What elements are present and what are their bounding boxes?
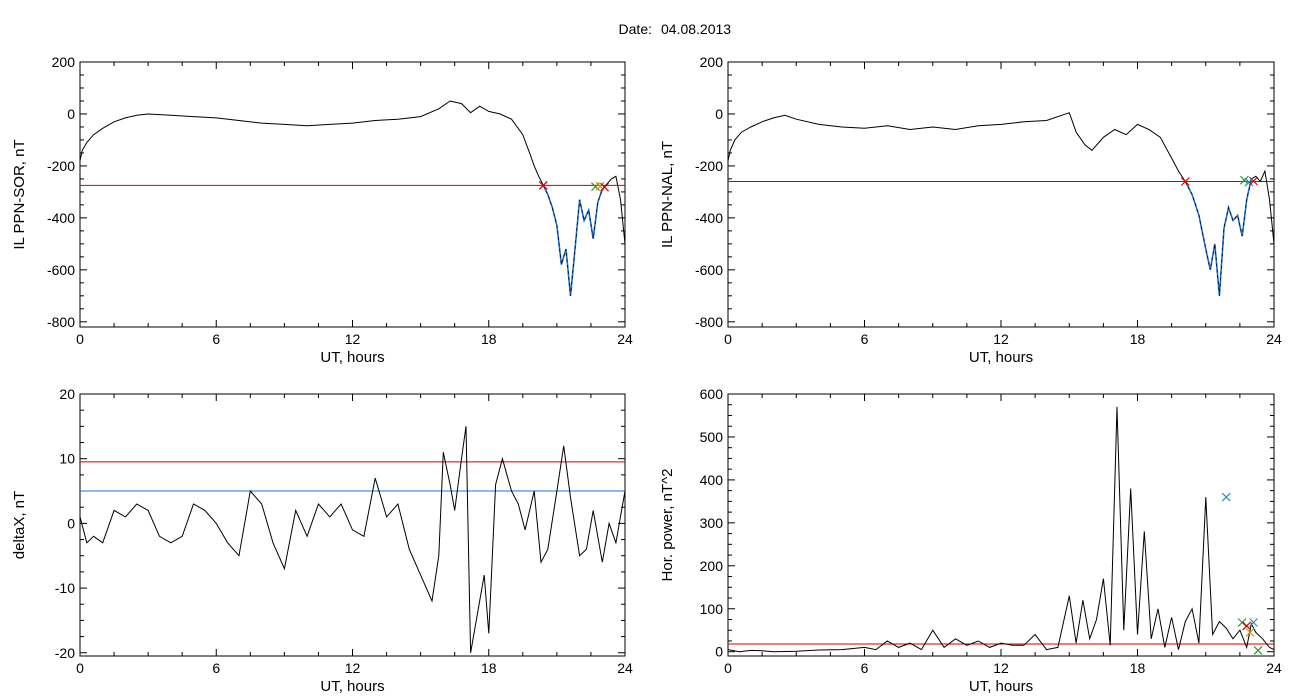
x-tick-label: 6 — [861, 660, 869, 676]
y-tick-label: 400 — [700, 472, 724, 488]
x-tick-label: 18 — [1130, 660, 1146, 676]
y-tick-label: -20 — [55, 645, 75, 661]
marker-green — [1253, 645, 1263, 655]
highlight-series-overlay — [1184, 178, 1252, 296]
x-axis-label: UT, hours — [969, 349, 1033, 366]
x-tick-label: 12 — [345, 660, 361, 676]
marker-green — [1237, 618, 1247, 627]
panel-deltax: 0 6 12 18 24 -20 -10 0 10 20 UT, hours deltaX, nT — [11, 386, 633, 695]
plot-frame — [79, 393, 626, 657]
x-tick-label: 24 — [1266, 331, 1282, 347]
x-tick-label: 18 — [481, 331, 497, 347]
plot-frame — [79, 61, 626, 328]
marker-stroke-b — [1242, 621, 1252, 631]
tail-series-line — [1251, 169, 1274, 244]
x-tick-label: 0 — [724, 660, 732, 676]
marker-red — [1249, 176, 1258, 186]
marker-orange — [1245, 627, 1255, 637]
y-tick-label: -600 — [695, 262, 723, 278]
plot-area — [80, 100, 625, 296]
marker-stroke-b — [1221, 492, 1231, 502]
y-tick-label: 20 — [59, 386, 75, 402]
marker-stroke-b — [1249, 176, 1258, 186]
y-tick-label: -400 — [47, 210, 75, 226]
marker-green — [1240, 175, 1249, 185]
plot-area — [80, 426, 625, 653]
marker-red — [1242, 621, 1252, 631]
y-axis-label: IL PPN-NAL, nT — [659, 141, 676, 248]
x-axis-label: UT, hours — [969, 678, 1033, 695]
x-tick-label: 24 — [1266, 660, 1282, 676]
y-tick-label: 10 — [59, 451, 75, 467]
x-tick-label: 6 — [212, 660, 220, 676]
x-tick-label: 0 — [76, 660, 84, 676]
x-axis-label: UT, hours — [320, 349, 384, 366]
x-tick-label: 12 — [345, 331, 361, 347]
y-axis-label: deltaX, nT — [11, 491, 28, 559]
marker-stroke-b — [538, 180, 548, 190]
y-tick-label: -400 — [695, 210, 723, 226]
marker-stroke-b — [1240, 175, 1249, 185]
y-tick-label: 300 — [700, 515, 724, 531]
x-tick-label: 18 — [481, 660, 497, 676]
y-tick-label: 600 — [700, 386, 724, 402]
y-tick-label: 0 — [715, 644, 723, 660]
y-axis-label: Hor. power, nT^2 — [659, 469, 676, 582]
y-tick-label: -800 — [47, 314, 75, 330]
marker-stroke-b — [1249, 618, 1258, 627]
data-series-line — [728, 406, 1274, 653]
y-tick-label: 0 — [715, 106, 723, 122]
marker-red — [538, 180, 548, 190]
x-axis-label: UT, hours — [320, 678, 384, 695]
x-tick-label: 6 — [212, 331, 220, 347]
y-tick-label: -10 — [55, 580, 75, 596]
figure-title-prefix: Date: — [619, 21, 652, 37]
y-tick-label: -600 — [47, 262, 75, 278]
marker-stroke-b — [1253, 645, 1263, 655]
marker-blue — [1249, 618, 1258, 627]
marker-stroke-b — [595, 181, 605, 191]
y-tick-label: 200 — [700, 558, 724, 574]
data-series-line — [728, 112, 1186, 182]
marker-red — [600, 182, 609, 192]
y-tick-label: -200 — [47, 158, 75, 174]
x-tick-label: 18 — [1130, 331, 1146, 347]
y-tick-label: 0 — [67, 515, 75, 531]
data-series-line — [80, 426, 625, 653]
panel-nal: 0 6 12 18 24 -800 -600 -400 -200 0 200 UT, hours IL … — [659, 54, 1282, 366]
x-tick-label: 12 — [993, 660, 1009, 676]
y-tick-label: -800 — [695, 314, 723, 330]
figure-date: 04.08.2013 — [661, 21, 731, 37]
x-tick-label: 6 — [861, 331, 869, 347]
highlight-series-overlay — [542, 185, 603, 296]
y-tick-label: 200 — [700, 54, 724, 70]
x-tick-label: 0 — [724, 331, 732, 347]
x-tick-label: 0 — [76, 331, 84, 347]
highlight-series-line — [542, 185, 604, 296]
y-tick-label: 100 — [700, 601, 724, 617]
panel-power: 0 6 12 18 24 0 100 200 300 400 500 600 UT, hours Hor.… — [659, 386, 1282, 695]
marker-stroke-b — [1237, 618, 1247, 627]
plot-area — [728, 112, 1274, 296]
y-tick-label: 500 — [700, 429, 724, 445]
marker-stroke-b — [600, 182, 609, 192]
x-tick-label: 12 — [993, 331, 1009, 347]
x-tick-label: 24 — [617, 660, 633, 676]
x-tick-label: 24 — [617, 331, 633, 347]
marker-red — [1180, 177, 1190, 186]
marker-stroke-b — [1245, 627, 1255, 637]
y-tick-label: 0 — [67, 106, 75, 122]
highlight-series-line — [1184, 178, 1253, 296]
marker-stroke-b — [1180, 177, 1190, 186]
plot-frame — [727, 393, 1275, 657]
y-tick-label: -200 — [695, 158, 723, 174]
y-tick-label: 200 — [52, 54, 76, 70]
plot-area — [728, 406, 1274, 655]
panel-sor: 0 6 12 18 24 -800 -600 -400 -200 0 200 UT, hours IL … — [11, 54, 633, 366]
data-series-line — [80, 100, 544, 186]
y-axis-label: IL PPN-SOR, nT — [11, 139, 28, 249]
marker-blue — [1221, 492, 1231, 502]
